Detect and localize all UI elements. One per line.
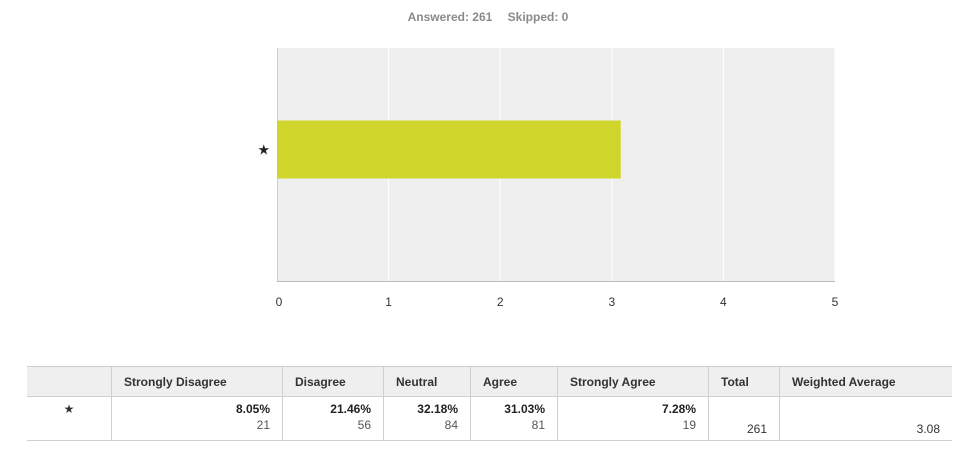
header-total: Total: [708, 366, 780, 397]
x-tick-label: 0: [276, 295, 283, 309]
cell-percent: 21.46%: [330, 402, 371, 416]
cell-count: 19: [682, 418, 696, 432]
cell-neutral: 32.18% 84: [383, 396, 471, 441]
results-table: Strongly Disagree Disagree Neutral Agree…: [27, 366, 952, 441]
header-neutral: Neutral: [383, 366, 471, 397]
header-disagree: Disagree: [282, 366, 384, 397]
skipped-count: Skipped: 0: [507, 10, 569, 24]
header-strongly-disagree: Strongly Disagree: [111, 366, 283, 397]
bar-chart: ★ 0 1 2 3 4 5: [257, 48, 839, 309]
header-strongly-agree: Strongly Agree: [557, 366, 709, 397]
x-tick-label: 3: [608, 295, 615, 309]
x-tick-label: 2: [497, 295, 504, 309]
cell-weighted-average: 3.08: [779, 396, 952, 441]
x-tick-label: 4: [720, 295, 727, 309]
row-label-star: ★: [27, 396, 112, 441]
response-summary: Answered: 261 Skipped: 0: [0, 10, 976, 24]
cell-total: 261: [708, 396, 780, 441]
cell-count: 81: [531, 418, 545, 432]
x-tick-label: 5: [832, 295, 839, 309]
bar: [277, 120, 621, 179]
cell-percent: 7.28%: [661, 402, 696, 416]
cell-count: 56: [357, 418, 371, 432]
cell-count: 21: [256, 418, 270, 432]
cell-count: 84: [444, 418, 458, 432]
cell-strongly-disagree: 8.05% 21: [111, 396, 283, 441]
cell-agree: 31.03% 81: [470, 396, 558, 441]
table-header-row: Strongly Disagree Disagree Neutral Agree…: [27, 366, 952, 397]
cell-percent: 32.18%: [417, 402, 458, 416]
category-label: ★: [257, 143, 270, 159]
header-agree: Agree: [470, 366, 558, 397]
cell-percent: 31.03%: [504, 402, 545, 416]
results-table-container: Strongly Disagree Disagree Neutral Agree…: [27, 366, 952, 441]
cell-percent: 8.05%: [235, 402, 270, 416]
answered-count: Answered: 261: [407, 10, 493, 24]
cell-strongly-agree: 7.28% 19: [557, 396, 709, 441]
table-row: ★ 8.05% 21 21.46% 56 32.18% 84 31.03% 81: [27, 396, 952, 441]
x-tick-label: 1: [385, 295, 392, 309]
header-blank: [27, 366, 112, 397]
cell-disagree: 21.46% 56: [282, 396, 384, 441]
header-weighted-average: Weighted Average: [779, 366, 952, 397]
